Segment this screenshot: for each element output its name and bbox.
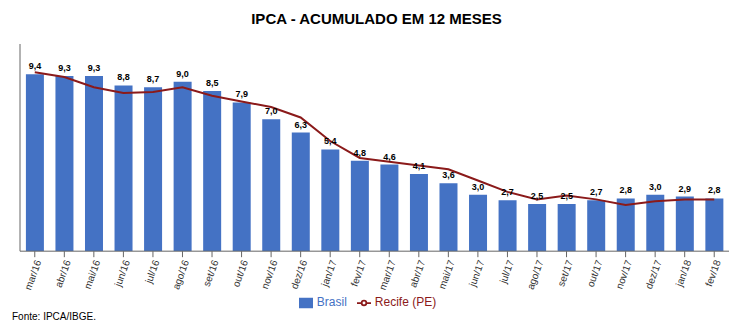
svg-text:5,4: 5,4	[324, 136, 337, 146]
svg-text:mar/16: mar/16	[22, 258, 43, 291]
svg-text:jul/17: jul/17	[497, 258, 516, 286]
svg-text:2,5: 2,5	[531, 191, 544, 201]
svg-text:2,8: 2,8	[619, 185, 632, 195]
svg-text:2,8: 2,8	[708, 185, 721, 195]
svg-text:jun/16: jun/16	[112, 258, 132, 289]
svg-text:jan/17: jan/17	[319, 258, 339, 289]
svg-text:dez/17: dez/17	[643, 258, 664, 290]
svg-text:2,7: 2,7	[501, 187, 514, 197]
svg-text:ago/17: ago/17	[525, 258, 546, 291]
html-text:Recife (PE): Recife (PE)	[374, 295, 437, 310]
svg-text:2,7: 2,7	[590, 187, 603, 197]
svg-text:4,6: 4,6	[383, 152, 396, 162]
svg-text:nov/16: nov/16	[259, 258, 280, 290]
svg-text:jan/18: jan/18	[673, 258, 693, 289]
svg-text:3,0: 3,0	[649, 182, 662, 192]
svg-text:out/17: out/17	[585, 258, 605, 288]
svg-text:abr/17: abr/17	[407, 258, 427, 289]
svg-text:9,0: 9,0	[176, 69, 189, 79]
svg-text:set/16: set/16	[201, 258, 221, 288]
svg-text:abr/16: abr/16	[53, 258, 73, 289]
svg-text:9,4: 9,4	[29, 61, 42, 71]
svg-text:4,8: 4,8	[354, 148, 367, 158]
svg-text:set/17: set/17	[555, 258, 575, 288]
html-text:IPCA - ACUMULADO EM 12 MESES: IPCA - ACUMULADO EM 12 MESES	[251, 10, 502, 27]
svg-text:9,3: 9,3	[58, 63, 71, 73]
svg-text:2,5: 2,5	[560, 191, 573, 201]
svg-text:7,9: 7,9	[235, 89, 248, 99]
svg-text:jun/17: jun/17	[466, 258, 486, 289]
svg-text:8,7: 8,7	[147, 74, 160, 84]
svg-text:jul/16: jul/16	[143, 258, 162, 286]
svg-text:mai/16: mai/16	[82, 258, 103, 290]
svg-text:4,1: 4,1	[413, 161, 426, 171]
svg-text:dez/16: dez/16	[289, 258, 310, 290]
svg-text:8,5: 8,5	[206, 78, 219, 88]
svg-text:fev/17: fev/17	[349, 258, 369, 288]
svg-text:7,0: 7,0	[265, 106, 278, 116]
svg-text:6,3: 6,3	[295, 120, 308, 130]
svg-text:8,8: 8,8	[117, 72, 130, 82]
svg-text:2,9: 2,9	[679, 184, 692, 194]
svg-text:9,3: 9,3	[88, 63, 101, 73]
html-text:Brasil: Brasil	[316, 295, 347, 310]
svg-text:3,0: 3,0	[472, 182, 485, 192]
svg-text:3,6: 3,6	[442, 170, 455, 180]
svg-text:mai/17: mai/17	[436, 258, 457, 290]
svg-text:fev/18: fev/18	[703, 258, 723, 288]
svg-text:ago/16: ago/16	[170, 258, 191, 291]
svg-text:mar/17: mar/17	[377, 258, 398, 291]
svg-text:nov/17: nov/17	[614, 258, 635, 290]
html-text:Fonte: IPCA/IBGE.: Fonte: IPCA/IBGE.	[12, 311, 96, 322]
svg-text:out/16: out/16	[230, 258, 250, 288]
